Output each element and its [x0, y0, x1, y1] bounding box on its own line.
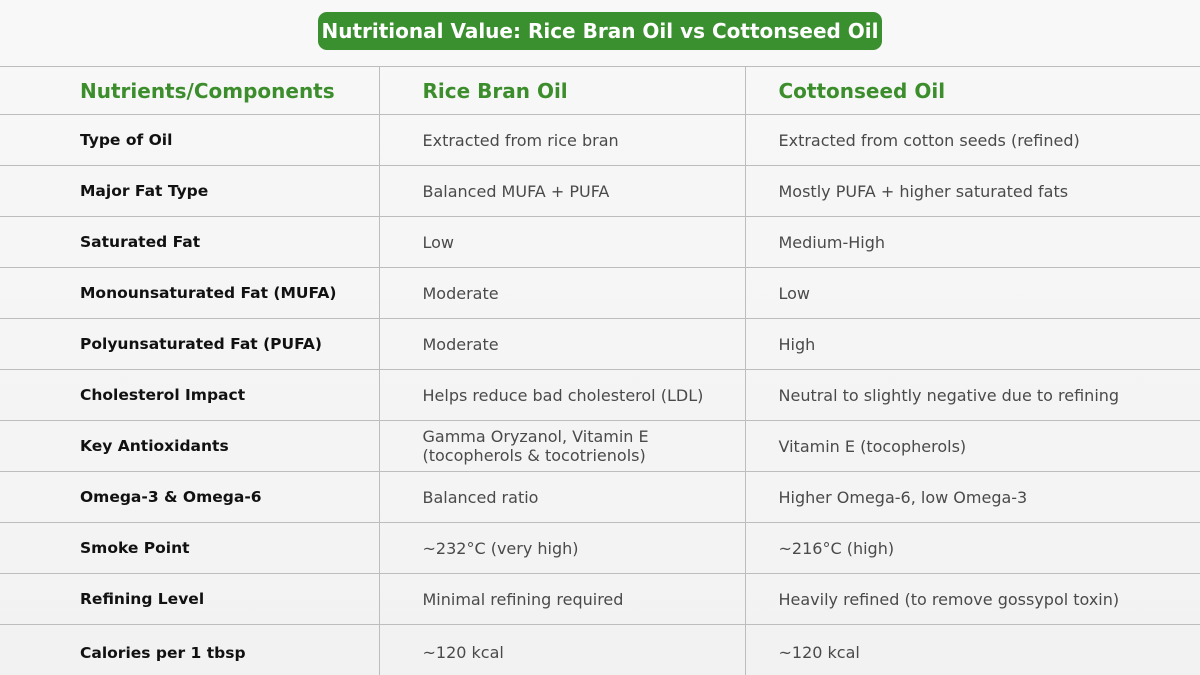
comparison-table: Nutrients/Components Rice Bran Oil Cotto… [0, 66, 1200, 675]
rice-bran-oil-value: Minimal refining required [378, 573, 745, 625]
table-row: Smoke Point ~232°C (very high) ~216°C (h… [0, 522, 1200, 574]
rice-bran-oil-value: Balanced ratio [378, 471, 745, 523]
rice-bran-oil-value: Gamma Oryzanol, Vitamin E (tocopherols &… [378, 420, 745, 472]
table-row: Major Fat Type Balanced MUFA + PUFA Most… [0, 165, 1200, 217]
rice-bran-oil-value: Helps reduce bad cholesterol (LDL) [378, 369, 745, 421]
cottonseed-oil-value: Medium-High [744, 216, 1200, 268]
cottonseed-oil-value: Vitamin E (tocopherols) [744, 420, 1200, 472]
row-nutrient-label: Cholesterol Impact [0, 369, 379, 421]
table-row: Type of Oil Extracted from rice bran Ext… [0, 114, 1200, 166]
row-nutrient-label: Omega-3 & Omega-6 [0, 471, 379, 523]
row-nutrient-label: Monounsaturated Fat (MUFA) [0, 267, 379, 319]
cottonseed-oil-value: Neutral to slightly negative due to refi… [744, 369, 1200, 421]
cottonseed-oil-value: ~120 kcal [744, 624, 1200, 675]
column-header-cottonseed-oil: Cottonseed Oil [744, 66, 1200, 115]
rice-bran-oil-value: ~120 kcal [378, 624, 745, 675]
column-header-rice-bran-oil: Rice Bran Oil [378, 66, 745, 115]
cottonseed-oil-value: High [744, 318, 1200, 370]
rice-bran-oil-value-text: Gamma Oryzanol, Vitamin E (tocopherols &… [422, 427, 649, 465]
cottonseed-oil-value: Higher Omega-6, low Omega-3 [744, 471, 1200, 523]
cottonseed-oil-value: Heavily refined (to remove gossypol toxi… [744, 573, 1200, 625]
row-nutrient-label: Key Antioxidants [0, 420, 379, 472]
table-row: Saturated Fat Low Medium-High [0, 216, 1200, 268]
table-row: Refining Level Minimal refining required… [0, 573, 1200, 625]
row-nutrient-label: Polyunsaturated Fat (PUFA) [0, 318, 379, 370]
column-header-nutrients: Nutrients/Components [0, 66, 379, 115]
row-nutrient-label: Type of Oil [0, 114, 379, 166]
rice-bran-oil-value: Moderate [378, 318, 745, 370]
table-row: Polyunsaturated Fat (PUFA) Moderate High [0, 318, 1200, 370]
table-row: Calories per 1 tbsp ~120 kcal ~120 kcal [0, 624, 1200, 675]
row-nutrient-label: Major Fat Type [0, 165, 379, 217]
table-row: Key Antioxidants Gamma Oryzanol, Vitamin… [0, 420, 1200, 472]
table-row: Cholesterol Impact Helps reduce bad chol… [0, 369, 1200, 421]
cottonseed-oil-value: Mostly PUFA + higher saturated fats [744, 165, 1200, 217]
cottonseed-oil-value: ~216°C (high) [744, 522, 1200, 574]
table-header-row: Nutrients/Components Rice Bran Oil Cotto… [0, 66, 1200, 115]
rice-bran-oil-value: ~232°C (very high) [378, 522, 745, 574]
rice-bran-oil-value: Moderate [378, 267, 745, 319]
cottonseed-oil-value: Extracted from cotton seeds (refined) [744, 114, 1200, 166]
rice-bran-oil-value: Balanced MUFA + PUFA [378, 165, 745, 217]
table-row: Omega-3 & Omega-6 Balanced ratio Higher … [0, 471, 1200, 523]
page-title: Nutritional Value: Rice Bran Oil vs Cott… [318, 12, 882, 50]
cottonseed-oil-value: Low [744, 267, 1200, 319]
rice-bran-oil-value: Extracted from rice bran [378, 114, 745, 166]
table-row: Monounsaturated Fat (MUFA) Moderate Low [0, 267, 1200, 319]
rice-bran-oil-value: Low [378, 216, 745, 268]
row-nutrient-label: Calories per 1 tbsp [0, 624, 379, 675]
row-nutrient-label: Refining Level [0, 573, 379, 625]
row-nutrient-label: Saturated Fat [0, 216, 379, 268]
row-nutrient-label: Smoke Point [0, 522, 379, 574]
